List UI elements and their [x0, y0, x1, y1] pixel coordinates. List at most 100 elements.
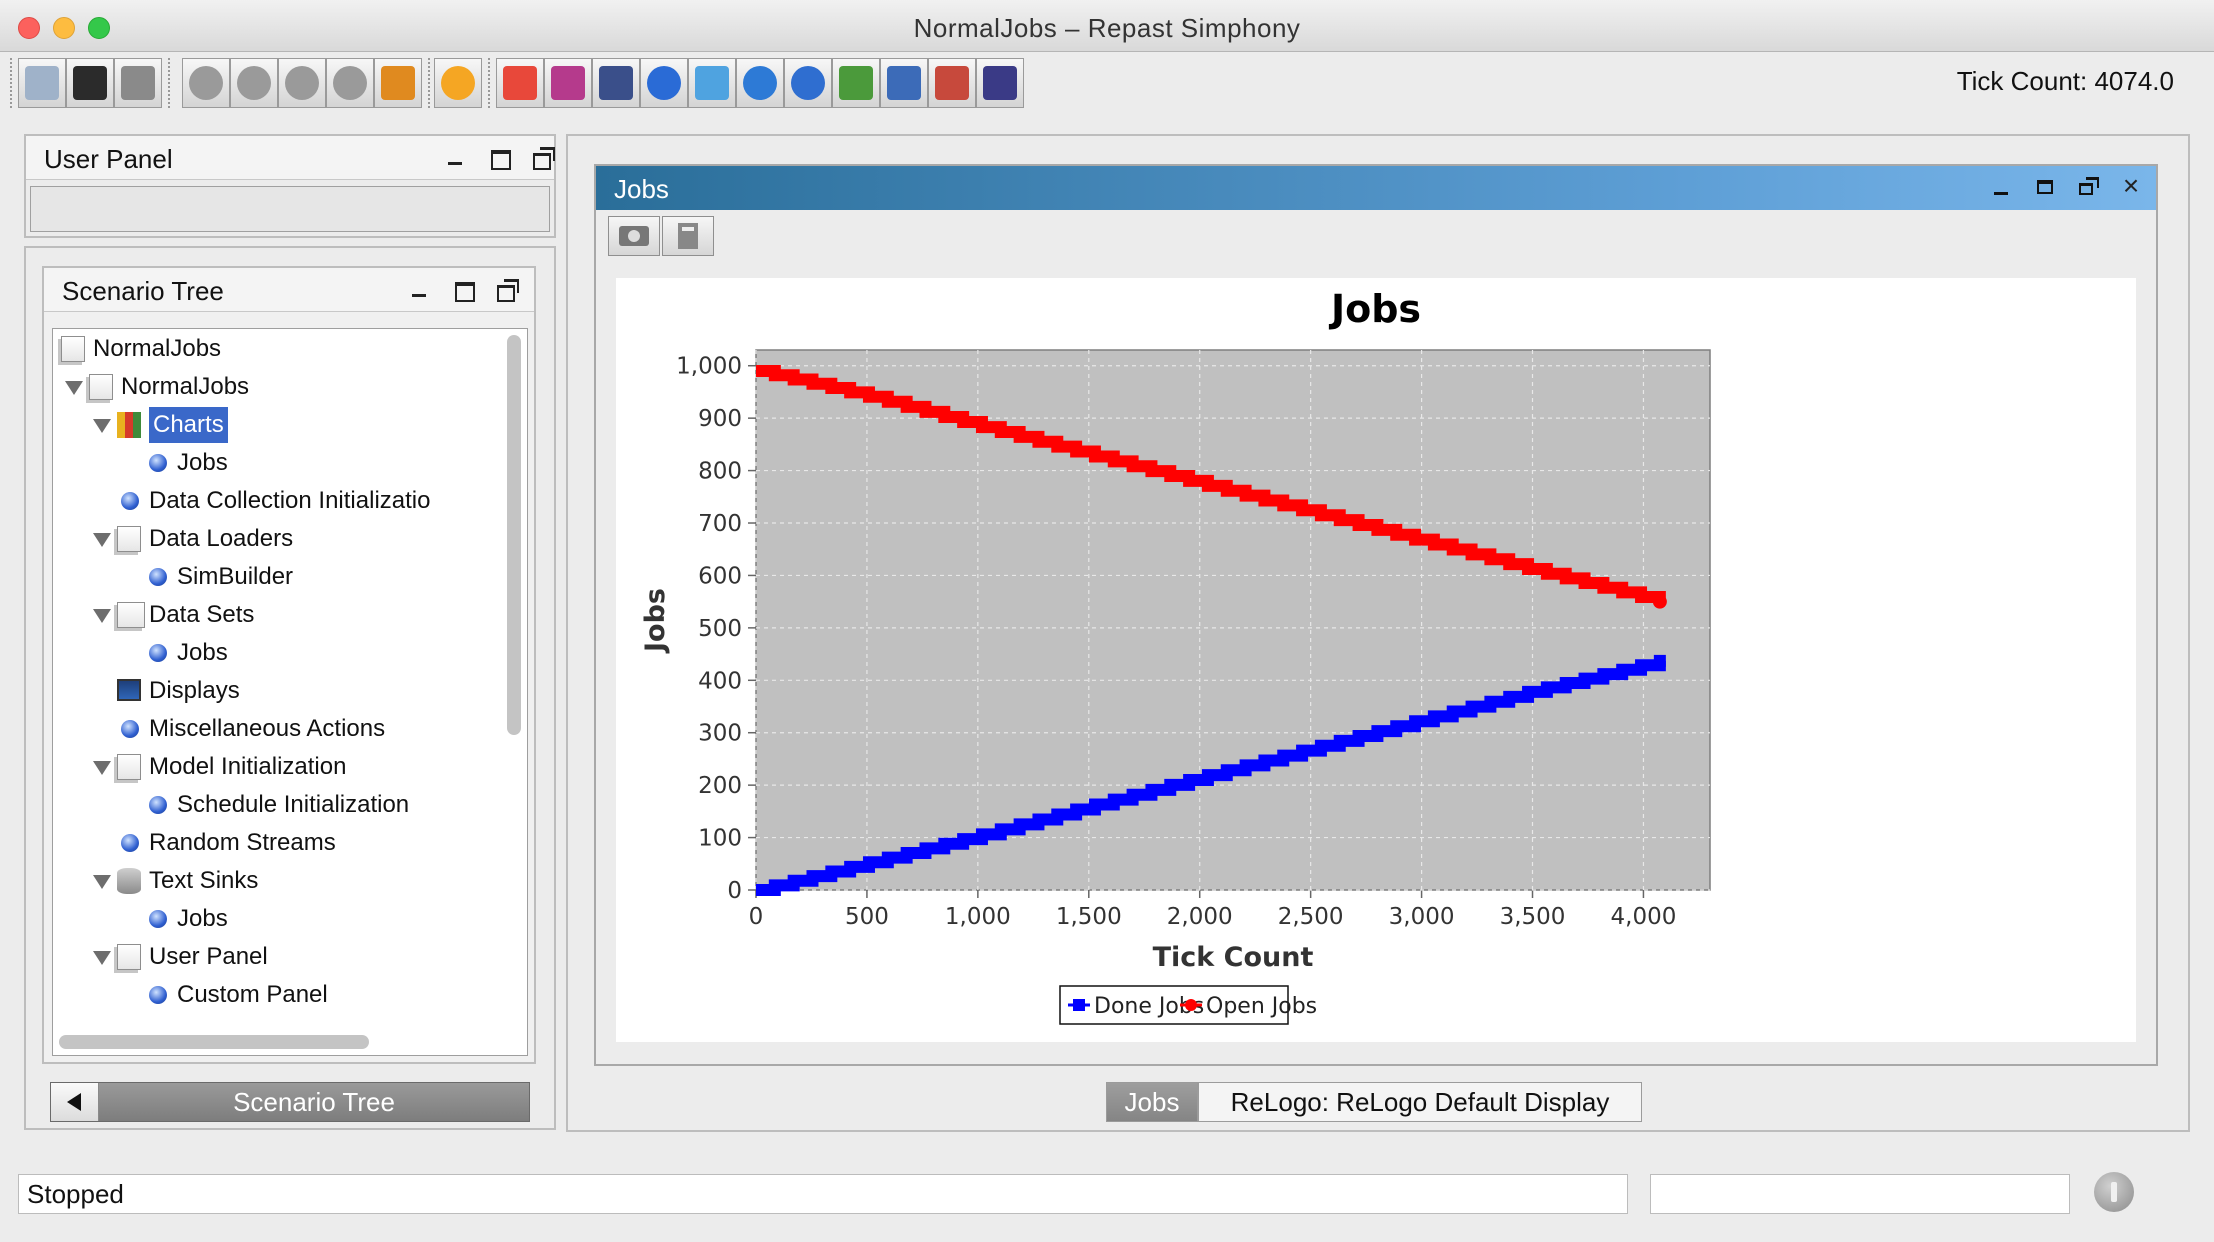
- tree-item[interactable]: NormalJobs: [53, 369, 523, 405]
- network-globe-button[interactable]: [736, 58, 784, 108]
- legend-marker: [1073, 999, 1085, 1011]
- chart-title: Jobs: [1328, 287, 1421, 331]
- calculator-icon: [599, 66, 633, 100]
- tree-item[interactable]: Data Sets: [53, 597, 523, 633]
- tree-item[interactable]: Jobs: [53, 445, 523, 481]
- flowchart-icon: [887, 66, 921, 100]
- magnifier-icon: [695, 66, 729, 100]
- jobs-window-titlebar: Jobs ×: [596, 166, 2156, 210]
- tree-item-label: Custom Panel: [177, 981, 328, 1008]
- tree-item[interactable]: Data Collection Initializatio: [53, 483, 523, 519]
- tree-item[interactable]: Charts: [53, 407, 523, 443]
- x-axis-label: Tick Count: [1153, 942, 1314, 973]
- save-button[interactable]: [66, 58, 114, 108]
- tab-relogo-display[interactable]: ReLogo: ReLogo Default Display: [1198, 1082, 1642, 1122]
- maximize-icon[interactable]: [450, 276, 476, 302]
- dataset-icon: [117, 602, 145, 628]
- close-icon[interactable]: ×: [2122, 170, 2140, 201]
- tree-item[interactable]: Jobs: [53, 635, 523, 671]
- stop-button[interactable]: [326, 58, 374, 108]
- agents-icon: [839, 66, 873, 100]
- x-tick-label: 500: [845, 904, 889, 930]
- info-icon[interactable]: [2094, 1172, 2134, 1212]
- tab-jobs[interactable]: Jobs: [1106, 1082, 1198, 1122]
- tree-item[interactable]: Text Sinks: [53, 863, 523, 899]
- float-icon[interactable]: [494, 276, 520, 302]
- power-icon: [189, 66, 223, 100]
- pie-chart-icon: [551, 66, 585, 100]
- tractor-icon: [983, 66, 1017, 100]
- flowchart-button[interactable]: [880, 58, 928, 108]
- database-button[interactable]: [114, 58, 162, 108]
- expand-triangle-icon[interactable]: [93, 419, 111, 433]
- reset-button[interactable]: [374, 58, 422, 108]
- x-tick-label: 4,000: [1611, 904, 1677, 930]
- window-title: NormalJobs – Repast Simphony: [913, 13, 1301, 43]
- zoom-window-button[interactable]: [88, 17, 110, 39]
- scenario-tree-title: Scenario Tree: [62, 276, 224, 306]
- tree-horizontal-scrollbar[interactable]: [59, 1035, 369, 1049]
- scenario-tree-tab-label: Scenario Tree: [233, 1087, 395, 1117]
- collapse-arrow-button[interactable]: [51, 1083, 99, 1121]
- reset-icon: [381, 66, 415, 100]
- y-tick-label: 700: [698, 511, 742, 537]
- tree-item[interactable]: NormalJobs: [53, 331, 523, 367]
- power-button[interactable]: [182, 58, 230, 108]
- lightning-button[interactable]: [434, 58, 482, 108]
- x-tick-label: 1,500: [1056, 904, 1122, 930]
- snapshot-button[interactable]: [608, 216, 660, 256]
- tree-item[interactable]: Data Loaders: [53, 521, 523, 557]
- calculator-button[interactable]: [592, 58, 640, 108]
- fast-forward-button[interactable]: [278, 58, 326, 108]
- tree-item[interactable]: SimBuilder: [53, 559, 523, 595]
- tree-item[interactable]: Schedule Initialization: [53, 787, 523, 823]
- y-tick-label: 400: [698, 668, 742, 694]
- float-icon[interactable]: [2076, 174, 2102, 200]
- tree-item[interactable]: Model Initialization: [53, 749, 523, 785]
- expand-triangle-icon[interactable]: [93, 609, 111, 623]
- minimize-window-button[interactable]: [53, 17, 75, 39]
- left-arrow-icon: [67, 1093, 81, 1111]
- agents-button[interactable]: [832, 58, 880, 108]
- tree-item[interactable]: Random Streams: [53, 825, 523, 861]
- float-icon[interactable]: [530, 144, 556, 170]
- pie-chart-button[interactable]: [544, 58, 592, 108]
- tree-item-label: Jobs: [177, 639, 228, 666]
- jobs-chart-window: Jobs × Jobs 0 500 1,000 1,500 2,000 2,500 3,000…: [594, 164, 2158, 1066]
- tree-item-label: Miscellaneous Actions: [149, 715, 386, 742]
- play-button[interactable]: [230, 58, 278, 108]
- expand-triangle-icon[interactable]: [93, 875, 111, 889]
- expand-triangle-icon[interactable]: [93, 951, 111, 965]
- maximize-icon[interactable]: [2032, 174, 2058, 200]
- settings-icon: [678, 223, 698, 249]
- tree-item[interactable]: Displays: [53, 673, 523, 709]
- globe-button[interactable]: [640, 58, 688, 108]
- palette-button[interactable]: [496, 58, 544, 108]
- x-tick-label: 3,000: [1389, 904, 1455, 930]
- close-window-button[interactable]: [18, 17, 40, 39]
- action-node-icon: [149, 910, 167, 928]
- minimize-icon[interactable]: [1988, 174, 2014, 200]
- scenario-tree-tab[interactable]: Scenario Tree: [50, 1082, 530, 1122]
- chart-properties-button[interactable]: [662, 216, 714, 256]
- tree-item-label: Jobs: [177, 449, 228, 476]
- expand-triangle-icon[interactable]: [65, 381, 83, 395]
- tree-item[interactable]: Jobs: [53, 901, 523, 937]
- expand-triangle-icon[interactable]: [93, 533, 111, 547]
- maximize-icon[interactable]: [486, 144, 512, 170]
- magnifier-button[interactable]: [688, 58, 736, 108]
- open-button[interactable]: [18, 58, 66, 108]
- spreadsheet-button[interactable]: [928, 58, 976, 108]
- expand-triangle-icon[interactable]: [93, 761, 111, 775]
- data-point-marker: [1652, 594, 1667, 609]
- minimize-icon[interactable]: [442, 144, 468, 170]
- tractor-button[interactable]: [976, 58, 1024, 108]
- tree-item[interactable]: User Panel: [53, 939, 523, 975]
- scenario-tree[interactable]: NormalJobs NormalJobs Charts Jobs Data Colle…: [52, 328, 528, 1056]
- tree-item[interactable]: Custom Panel: [53, 977, 523, 1013]
- minimize-icon[interactable]: [406, 276, 432, 302]
- tree-vertical-scrollbar[interactable]: [507, 335, 521, 735]
- globe-gear-button[interactable]: [784, 58, 832, 108]
- y-tick-label: 900: [698, 406, 742, 432]
- tree-item[interactable]: Miscellaneous Actions: [53, 711, 523, 747]
